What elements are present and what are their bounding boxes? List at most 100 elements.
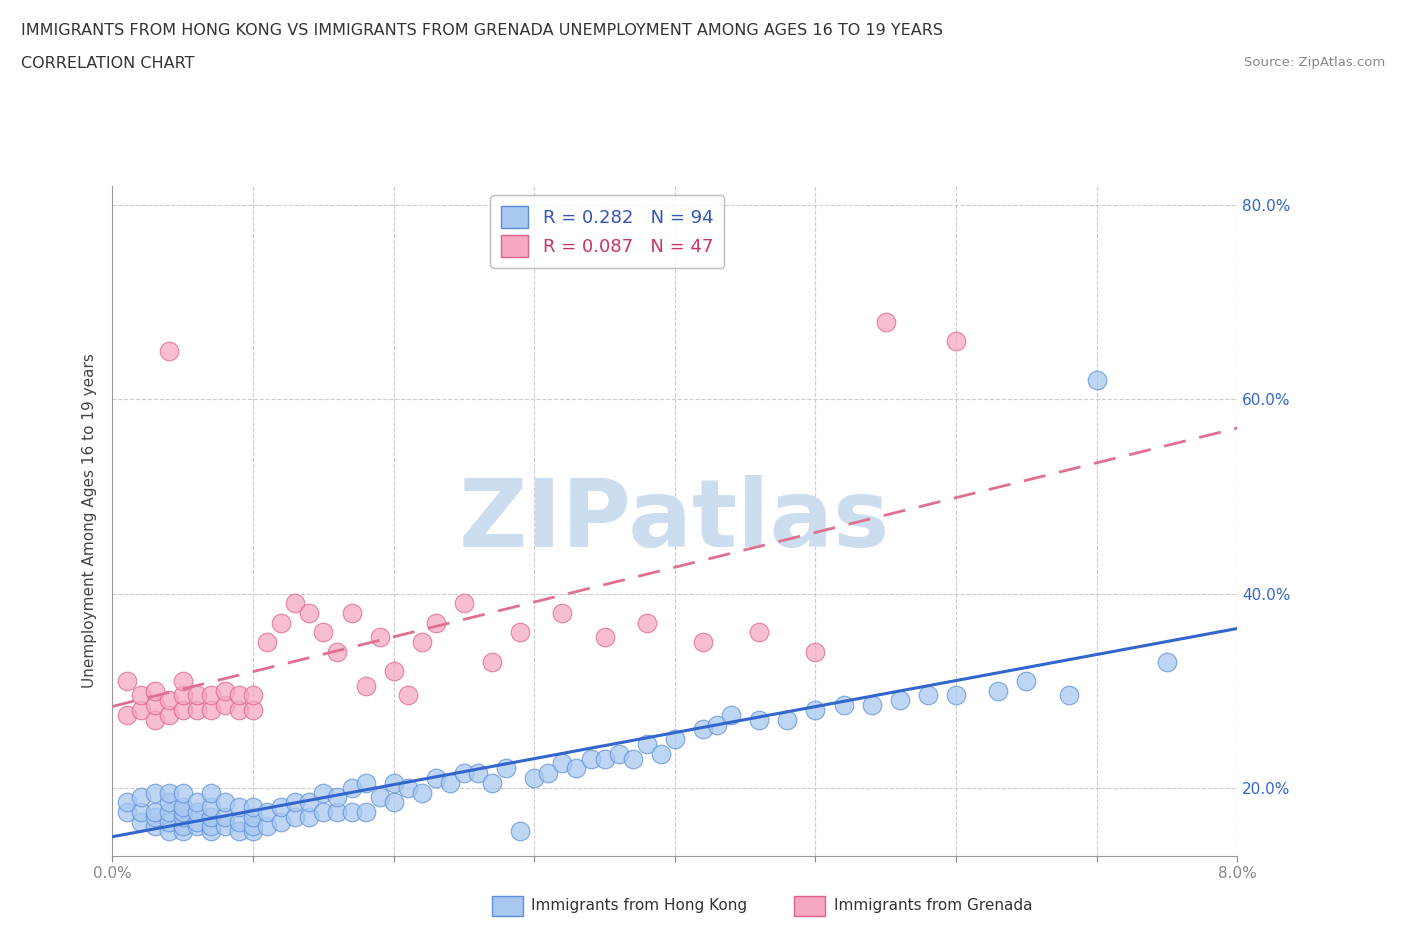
Point (228, 800, 250, 815)
Point (593, 751, 616, 766)
Point (298, 809, 321, 824)
Point (115, 673, 138, 688)
Point (495, 761, 517, 776)
Point (115, 795, 138, 810)
Point (425, 616, 447, 631)
Point (143, 819, 166, 834)
Point (692, 634, 714, 649)
Point (270, 616, 292, 631)
Point (200, 824, 222, 839)
Point (481, 776, 503, 790)
Point (411, 634, 433, 649)
Point (214, 684, 236, 698)
Point (312, 785, 335, 800)
Point (157, 795, 180, 810)
Point (143, 684, 166, 698)
Point (467, 765, 489, 780)
Point (312, 625, 335, 640)
Point (115, 804, 138, 819)
Point (129, 790, 152, 804)
Point (298, 605, 321, 620)
Point (214, 819, 236, 834)
Point (636, 616, 658, 631)
Point (214, 795, 236, 810)
Point (186, 688, 208, 703)
Point (157, 693, 180, 708)
Point (186, 795, 208, 810)
Point (200, 785, 222, 800)
Point (326, 804, 349, 819)
Point (1057, 688, 1080, 703)
Point (242, 824, 264, 839)
Point (270, 800, 292, 815)
Point (720, 708, 742, 723)
Point (1156, 654, 1178, 669)
Point (129, 688, 152, 703)
Point (172, 804, 194, 819)
Text: Immigrants from Hong Kong: Immigrants from Hong Kong (531, 898, 748, 913)
Point (425, 771, 447, 786)
Point (945, 334, 967, 349)
Point (298, 795, 321, 810)
Point (186, 819, 208, 834)
Point (284, 596, 307, 611)
Point (242, 819, 264, 834)
Point (143, 785, 166, 800)
Point (621, 751, 644, 766)
Point (804, 644, 827, 659)
Point (593, 630, 616, 644)
Point (748, 712, 770, 727)
Point (411, 785, 433, 800)
Point (354, 678, 377, 693)
Point (748, 625, 770, 640)
Point (368, 790, 391, 804)
Point (242, 688, 264, 703)
Point (917, 688, 939, 703)
Point (565, 761, 588, 776)
Point (945, 688, 967, 703)
Point (326, 644, 349, 659)
Point (186, 814, 208, 829)
Point (200, 688, 222, 703)
Point (256, 819, 278, 834)
Text: ZIPatlas: ZIPatlas (460, 475, 890, 566)
Point (579, 751, 602, 766)
Point (1015, 673, 1038, 688)
Point (860, 698, 883, 712)
Point (340, 804, 363, 819)
Point (228, 814, 250, 829)
Point (368, 630, 391, 644)
Point (382, 795, 405, 810)
Text: IMMIGRANTS FROM HONG KONG VS IMMIGRANTS FROM GRENADA UNEMPLOYMENT AMONG AGES 16 : IMMIGRANTS FROM HONG KONG VS IMMIGRANTS … (21, 23, 943, 38)
Point (228, 702, 250, 717)
Point (340, 605, 363, 620)
Point (214, 698, 236, 712)
Point (256, 804, 278, 819)
Point (200, 800, 222, 815)
Point (692, 722, 714, 737)
Point (1085, 373, 1108, 388)
Point (481, 654, 503, 669)
Point (172, 688, 194, 703)
Point (650, 746, 672, 761)
Point (186, 804, 208, 819)
Point (172, 702, 194, 717)
Point (382, 776, 405, 790)
Point (242, 809, 264, 824)
Point (453, 765, 475, 780)
Point (523, 771, 546, 786)
Point (987, 684, 1010, 698)
Point (228, 688, 250, 703)
Point (453, 596, 475, 611)
Point (143, 712, 166, 727)
Point (804, 702, 827, 717)
Text: Immigrants from Grenada: Immigrants from Grenada (834, 898, 1032, 913)
Point (157, 824, 180, 839)
Point (157, 814, 180, 829)
Point (242, 800, 264, 815)
Point (129, 804, 152, 819)
Point (284, 795, 307, 810)
Point (172, 673, 194, 688)
Point (439, 776, 461, 790)
Point (172, 785, 194, 800)
